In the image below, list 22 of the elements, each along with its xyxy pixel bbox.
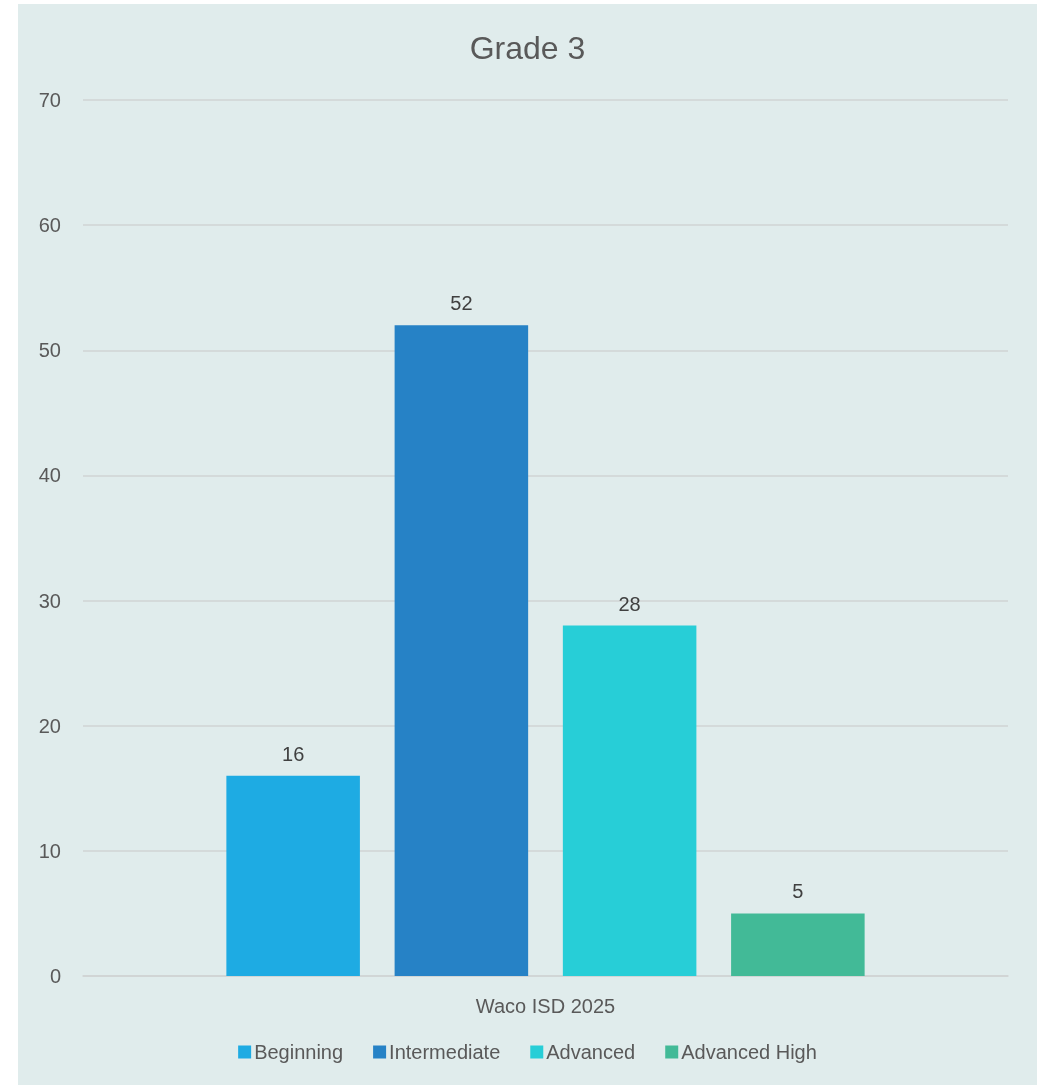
data-label: 28: [618, 592, 641, 615]
y-tick-label: 50: [38, 339, 61, 362]
y-tick-label: 20: [38, 714, 61, 737]
y-tick-label: 30: [38, 589, 61, 612]
y-tick-label: 40: [38, 464, 61, 487]
legend-label: Intermediate: [389, 1041, 501, 1063]
legend-label: Beginning: [254, 1041, 344, 1063]
y-tick-label: 10: [38, 839, 61, 862]
data-label: 52: [450, 292, 473, 315]
bar: [562, 625, 697, 976]
y-tick-label: 60: [38, 214, 61, 237]
bar: [394, 325, 529, 976]
data-label: 5: [792, 880, 804, 903]
legend-label: Advanced High: [681, 1041, 817, 1063]
data-label: 16: [282, 742, 305, 765]
bar: [731, 913, 865, 976]
y-tick-label: 0: [49, 965, 61, 987]
chart-title: Grade 3: [469, 30, 586, 66]
legend-label: Advanced: [546, 1041, 636, 1063]
y-tick-label: 70: [38, 89, 61, 111]
bar: [226, 775, 360, 976]
x-tick-label: Waco ISD 2025: [475, 995, 616, 1017]
